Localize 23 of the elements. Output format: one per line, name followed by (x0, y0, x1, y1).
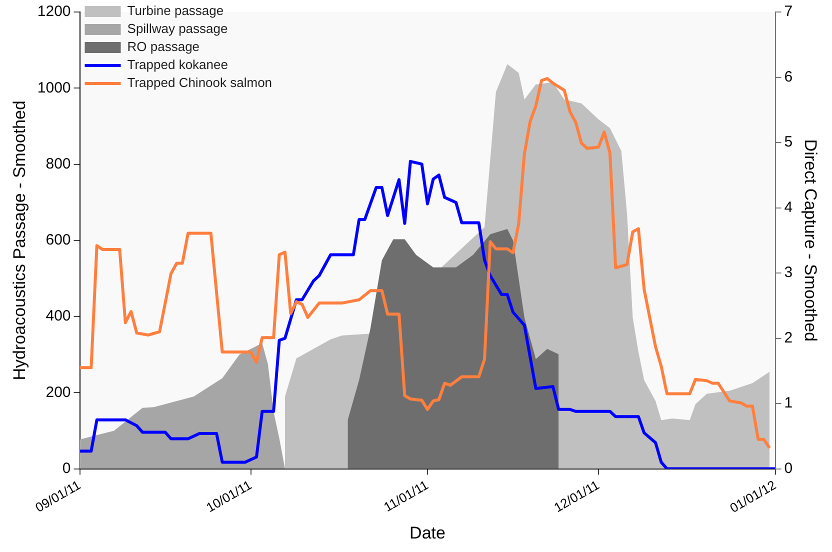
y-tick-label: 0 (62, 460, 71, 477)
y2-tick-label: 0 (784, 460, 793, 477)
y-tick-label: 200 (46, 384, 71, 401)
y-tick-label: 400 (46, 308, 71, 325)
y2-axis-title: Direct Capture - Smoothed (801, 139, 820, 342)
y2-tick-label: 6 (784, 68, 793, 86)
y-tick-label: 800 (46, 155, 71, 172)
y-axis-title: Hydroacoustics Passage - Smoothed (10, 100, 29, 380)
y-tick-label: 1000 (37, 79, 71, 96)
y2-tick-label: 7 (784, 3, 793, 20)
legend-label: Trapped Chinook salmon (127, 75, 272, 90)
y-tick-label: 600 (46, 232, 71, 249)
y-tick-label: 1200 (37, 3, 71, 20)
y2-tick-label: 4 (784, 198, 793, 216)
legend-label: Spillway passage (127, 21, 228, 36)
legend-label: Trapped kokanee (127, 57, 228, 72)
y2-tick-label: 5 (784, 134, 793, 151)
legend-label: Turbine passage (127, 3, 224, 18)
legend-label: RO passage (127, 39, 200, 54)
y2-tick-label: 2 (784, 329, 793, 346)
y2-tick-label: 3 (784, 264, 793, 282)
x-axis-title: Date (410, 523, 446, 542)
y2-tick-label: 1 (784, 394, 793, 412)
